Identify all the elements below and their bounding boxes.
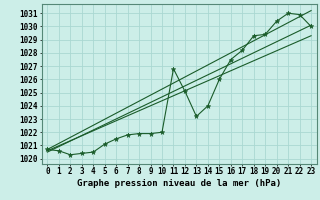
X-axis label: Graphe pression niveau de la mer (hPa): Graphe pression niveau de la mer (hPa): [77, 179, 281, 188]
